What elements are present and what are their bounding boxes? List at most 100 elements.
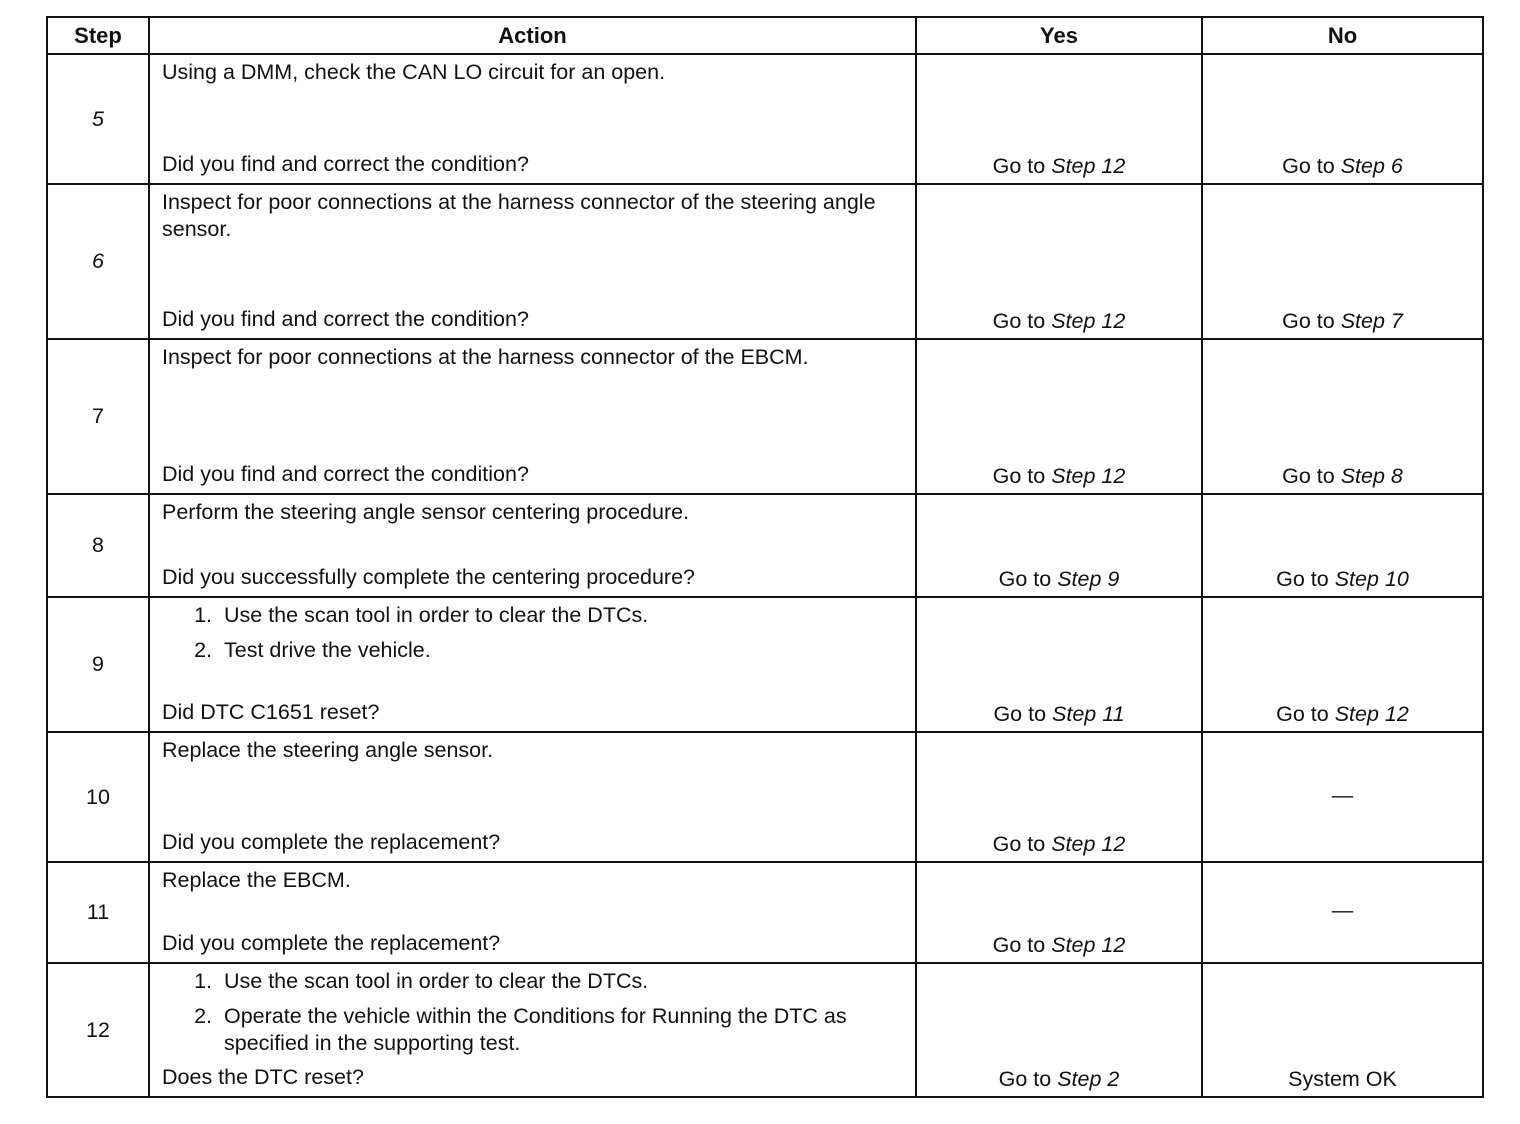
action-text: Inspect for poor connections at the harn… bbox=[162, 345, 809, 369]
action-content: Use the scan tool in order to clear the … bbox=[162, 602, 905, 725]
table-row: 9 Use the scan tool in order to clear the… bbox=[46, 596, 1484, 733]
goto-prefix: Go to bbox=[1276, 702, 1329, 726]
goto-prefix: Go to bbox=[992, 309, 1046, 333]
table-row: 7 Inspect for poor connections at the har… bbox=[46, 338, 1484, 495]
yes-cell: Go to Step 2 bbox=[915, 962, 1203, 1098]
yes-cell: Go to Step 12 bbox=[915, 338, 1203, 495]
action-step-item: Use the scan tool in order to clear the … bbox=[218, 968, 905, 995]
action-question: Did you complete the replacement? bbox=[162, 931, 501, 955]
action-cell: Use the scan tool in order to clear the … bbox=[148, 596, 917, 733]
goto-prefix: Go to bbox=[992, 154, 1046, 178]
step-number: 7 bbox=[46, 338, 150, 495]
goto-prefix: Go to bbox=[1282, 464, 1335, 488]
goto-step-link: Step 12 bbox=[1051, 154, 1126, 178]
action-instructions: Inspect for poor connections at the harn… bbox=[162, 344, 905, 371]
action-question: Did you find and correct the condition? bbox=[162, 307, 529, 331]
no-cell: — bbox=[1201, 861, 1484, 964]
answer-text: System OK bbox=[1288, 1067, 1397, 1091]
action-content: Inspect for poor connections at the harn… bbox=[162, 189, 905, 332]
goto-step-link: Step 6 bbox=[1340, 154, 1403, 178]
no-cell: System OK bbox=[1201, 962, 1484, 1098]
goto-prefix: Go to bbox=[1282, 154, 1335, 178]
action-step-item: Test drive the vehicle. bbox=[218, 637, 905, 664]
yes-cell: Go to Step 11 bbox=[915, 596, 1203, 733]
table-row: 10 Replace the steering angle sensor. Did … bbox=[46, 731, 1484, 863]
action-cell: Using a DMM, check the CAN LO circuit fo… bbox=[148, 53, 917, 185]
no-cell: Go to Step 6 bbox=[1201, 53, 1484, 185]
goto-prefix: Go to bbox=[998, 567, 1052, 591]
action-cell: Inspect for poor connections at the harn… bbox=[148, 338, 917, 495]
no-cell: Go to Step 7 bbox=[1201, 183, 1484, 340]
yes-cell: Go to Step 12 bbox=[915, 53, 1203, 185]
yes-cell: Go to Step 12 bbox=[915, 861, 1203, 964]
action-text: Inspect for poor connections at the harn… bbox=[162, 190, 876, 241]
action-cell: Use the scan tool in order to clear the … bbox=[148, 962, 917, 1098]
table-row: 5 Using a DMM, check the CAN LO circuit f… bbox=[46, 53, 1484, 185]
header-yes: Yes bbox=[915, 16, 1203, 55]
goto-step-link: Step 10 bbox=[1334, 567, 1409, 591]
action-cell: Replace the EBCM. Did you complete the re… bbox=[148, 861, 917, 964]
step-number: 6 bbox=[46, 183, 150, 340]
goto-prefix: Go to bbox=[993, 702, 1047, 726]
table-row: 8 Perform the steering angle sensor cente… bbox=[46, 493, 1484, 598]
header-action: Action bbox=[148, 16, 917, 55]
header-step: Step bbox=[46, 16, 150, 55]
yes-cell: Go to Step 12 bbox=[915, 183, 1203, 340]
step-number: 9 bbox=[46, 596, 150, 733]
goto-step-link: Step 12 bbox=[1051, 933, 1126, 957]
action-text: Replace the steering angle sensor. bbox=[162, 738, 494, 762]
action-content: Use the scan tool in order to clear the … bbox=[162, 968, 905, 1090]
goto-prefix: Go to bbox=[992, 464, 1046, 488]
table-row: 6 Inspect for poor connections at the har… bbox=[46, 183, 1484, 340]
table-row: 11 Replace the EBCM. Did you complete the … bbox=[46, 861, 1484, 964]
action-step-item: Operate the vehicle within the Condition… bbox=[218, 1003, 905, 1057]
goto-step-link: Step 7 bbox=[1340, 309, 1403, 333]
answer-text: — bbox=[1331, 898, 1354, 922]
action-text: Perform the steering angle sensor center… bbox=[162, 500, 690, 524]
action-text: Using a DMM, check the CAN LO circuit fo… bbox=[162, 60, 666, 84]
goto-step-link: Step 12 bbox=[1051, 464, 1126, 488]
action-cell: Inspect for poor connections at the harn… bbox=[148, 183, 917, 340]
no-cell: — bbox=[1201, 731, 1484, 863]
header-row: Step Action Yes No bbox=[46, 16, 1484, 55]
answer-text: — bbox=[1331, 782, 1354, 807]
action-instructions: Perform the steering angle sensor center… bbox=[162, 499, 905, 526]
action-steps-list: Use the scan tool in order to clear the … bbox=[162, 602, 905, 664]
goto-prefix: Go to bbox=[1276, 567, 1329, 591]
action-instructions: Use the scan tool in order to clear the … bbox=[162, 602, 905, 672]
goto-step-link: Step 8 bbox=[1340, 464, 1403, 488]
no-cell: Go to Step 12 bbox=[1201, 596, 1484, 733]
action-content: Replace the EBCM. Did you complete the re… bbox=[162, 867, 905, 956]
action-question: Did you complete the replacement? bbox=[162, 830, 501, 854]
goto-step-link: Step 9 bbox=[1057, 567, 1120, 591]
yes-cell: Go to Step 9 bbox=[915, 493, 1203, 598]
goto-step-link: Step 2 bbox=[1057, 1067, 1120, 1091]
goto-step-link: Step 12 bbox=[1334, 702, 1409, 726]
goto-prefix: Go to bbox=[992, 832, 1046, 856]
action-content: Using a DMM, check the CAN LO circuit fo… bbox=[162, 59, 905, 177]
action-text: Replace the EBCM. bbox=[162, 868, 351, 892]
action-content: Inspect for poor connections at the harn… bbox=[162, 344, 905, 487]
goto-prefix: Go to bbox=[992, 933, 1046, 957]
action-content: Replace the steering angle sensor. Did yo… bbox=[162, 737, 905, 855]
step-number: 10 bbox=[46, 731, 150, 863]
action-instructions: Using a DMM, check the CAN LO circuit fo… bbox=[162, 59, 905, 86]
step-number: 5 bbox=[46, 53, 150, 185]
step-number: 11 bbox=[46, 861, 150, 964]
step-number: 8 bbox=[46, 493, 150, 598]
goto-prefix: Go to bbox=[1282, 309, 1335, 333]
goto-step-link: Step 11 bbox=[1052, 702, 1125, 726]
no-cell: Go to Step 10 bbox=[1201, 493, 1484, 598]
action-content: Perform the steering angle sensor center… bbox=[162, 499, 905, 590]
step-number: 12 bbox=[46, 962, 150, 1098]
action-question: Did you find and correct the condition? bbox=[162, 152, 529, 176]
goto-step-link: Step 12 bbox=[1051, 832, 1126, 856]
action-instructions: Inspect for poor connections at the harn… bbox=[162, 189, 905, 243]
action-step-item: Use the scan tool in order to clear the … bbox=[218, 602, 905, 629]
yes-cell: Go to Step 12 bbox=[915, 731, 1203, 863]
action-instructions: Replace the steering angle sensor. bbox=[162, 737, 905, 764]
action-steps-list: Use the scan tool in order to clear the … bbox=[162, 968, 905, 1057]
header-no: No bbox=[1201, 16, 1484, 55]
action-instructions: Replace the EBCM. bbox=[162, 867, 905, 894]
table-row: 12 Use the scan tool in order to clear th… bbox=[46, 962, 1484, 1098]
